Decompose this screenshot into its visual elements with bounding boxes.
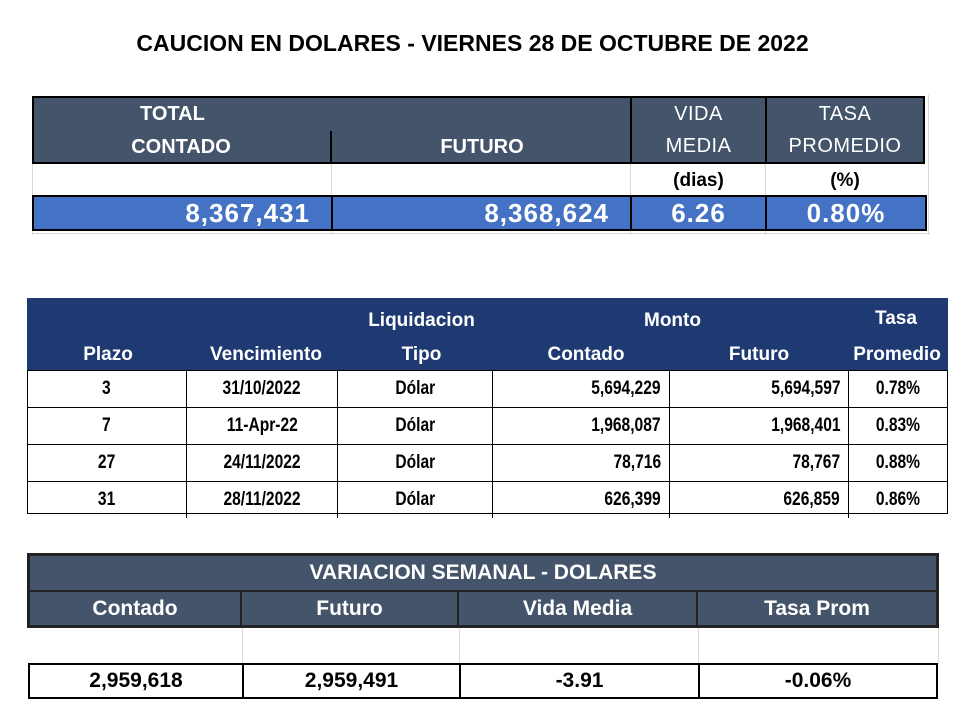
cell-tipo: Dólar <box>338 445 493 481</box>
cell-tipo-text: Dólar <box>395 489 435 510</box>
cell-plazo-text: 7 <box>102 415 112 436</box>
cell-vencimiento-text: 31/10/2022 <box>222 378 301 399</box>
cell-tipo-text: Dólar <box>395 452 435 473</box>
cell-vencimiento: 28/11/2022 <box>187 482 339 518</box>
cell-contado-text: 626,399 <box>604 489 661 510</box>
cell-vencimiento-text: 28/11/2022 <box>223 489 301 510</box>
grid-line <box>459 628 460 664</box>
summary-tasa-header-line1: TASA <box>818 103 872 125</box>
cell-plazo: 27 <box>28 445 187 481</box>
summary-divider <box>331 197 333 229</box>
detail-header-tasa: Tasa <box>875 308 917 329</box>
summary-tasa-header-line2: PROMEDIO <box>788 135 902 157</box>
cell-futuro: 5,694,597 <box>670 371 850 407</box>
table-row: 3 31/10/2022 Dólar 5,694,229 5,694,597 0.78% <box>28 370 947 407</box>
grid-line <box>242 628 243 664</box>
cell-contado: 78,716 <box>493 445 670 481</box>
summary-tasa-unit: (%) <box>830 170 860 191</box>
summary-futuro-header: FUTURO <box>440 135 524 158</box>
cell-plazo-text: 27 <box>98 452 116 473</box>
cell-tasa: 0.88% <box>849 445 947 481</box>
cell-futuro-text: 5,694,597 <box>770 378 841 399</box>
weekly-header-tasa-prom: Tasa Prom <box>764 597 870 620</box>
cell-vencimiento: 11-Apr-22 <box>187 408 339 444</box>
cell-tasa: 0.83% <box>849 408 947 444</box>
summary-tasa-value: 0.80% <box>806 197 886 228</box>
cell-tasa-text: 0.78% <box>875 378 921 399</box>
detail-header-tipo: Tipo <box>401 344 442 365</box>
cell-vencimiento: 24/11/2022 <box>187 445 339 481</box>
cell-vencimiento-text: 11-Apr-22 <box>226 415 298 436</box>
cell-contado-text: 5,694,229 <box>591 378 661 399</box>
cell-tipo-text: Dólar <box>395 378 435 399</box>
page-title: CAUCION EN DOLARES - VIERNES 28 DE OCTUB… <box>136 30 809 56</box>
weekly-header-vida-media: Vida Media <box>459 592 698 626</box>
detail-header-contado: Contado <box>547 344 625 365</box>
cell-vencimiento-text: 24/11/2022 <box>223 452 301 473</box>
detail-header-vencimiento: Vencimiento <box>210 344 322 365</box>
cell-tasa-text: 0.88% <box>875 452 921 473</box>
cell-tipo: Dólar <box>338 482 493 518</box>
table-row: 31 28/11/2022 Dólar 626,399 626,859 0.86% <box>28 481 947 518</box>
cell-contado-text: 78,716 <box>613 452 661 473</box>
table-row: 7 11-Apr-22 Dólar 1,968,087 1,968,401 0.83% <box>28 407 947 444</box>
weekly-header-futuro: Futuro <box>242 592 459 626</box>
summary-contado-header: CONTADO <box>32 131 332 163</box>
grid-line <box>32 233 930 234</box>
cell-futuro-text: 1,968,401 <box>770 415 841 436</box>
cell-tasa: 0.78% <box>849 371 947 407</box>
cell-tasa: 0.86% <box>849 482 947 518</box>
cell-futuro-text: 78,767 <box>792 452 841 473</box>
cell-contado: 5,694,229 <box>493 371 670 407</box>
cell-plazo-text: 31 <box>98 489 116 510</box>
detail-header-monto: Monto <box>644 310 701 331</box>
summary-vida-header-line1: VIDA <box>674 103 723 125</box>
summary-divider <box>765 197 767 229</box>
detail-header-promedio: Promedio <box>853 344 941 365</box>
summary-vida-unit: (dias) <box>673 170 724 191</box>
cell-contado: 626,399 <box>493 482 670 518</box>
cell-plazo: 31 <box>28 482 187 518</box>
cell-tipo: Dólar <box>338 371 493 407</box>
cell-futuro: 78,767 <box>670 445 850 481</box>
detail-body: 3 31/10/2022 Dólar 5,694,229 5,694,597 0.78% 7… <box>27 370 948 518</box>
cell-contado: 1,968,087 <box>493 408 670 444</box>
cell-plazo: 3 <box>28 371 187 407</box>
cell-contado-text: 1,968,087 <box>591 415 661 436</box>
summary-vida-header: VIDA MEDIA <box>630 96 767 164</box>
weekly-value-vida-media: -3.91 <box>459 663 700 699</box>
grid-line <box>928 95 929 235</box>
detail-header-futuro: Futuro <box>728 344 790 365</box>
cell-tipo: Dólar <box>338 408 493 444</box>
cell-plazo-text: 3 <box>102 378 112 399</box>
detail-header-plazo: Plazo <box>83 344 133 365</box>
cell-vencimiento: 31/10/2022 <box>187 371 339 407</box>
summary-total-label: TOTAL <box>140 102 205 125</box>
summary-total-header <box>32 96 632 164</box>
cell-plazo: 7 <box>28 408 187 444</box>
grid-line <box>938 628 939 664</box>
table-row: 27 24/11/2022 Dólar 78,716 78,767 0.88% <box>28 444 947 481</box>
cell-futuro: 1,968,401 <box>670 408 850 444</box>
weekly-value-tasa-prom: -0.06% <box>698 663 938 699</box>
weekly-value-contado: 2,959,618 <box>28 663 244 699</box>
summary-futuro-value: 8,368,624 <box>484 197 609 228</box>
summary-vida-header-line2: MEDIA <box>665 135 732 157</box>
cell-futuro-text: 626,859 <box>783 489 841 510</box>
cell-tasa-text: 0.86% <box>875 489 921 510</box>
summary-vida-value: 6.26 <box>671 197 726 228</box>
summary-contado-value: 8,367,431 <box>185 197 310 228</box>
detail-header <box>27 298 948 370</box>
grid-line <box>698 628 699 664</box>
summary-divider <box>630 197 632 229</box>
weekly-title: VARIACION SEMANAL - DOLARES <box>30 556 936 592</box>
cell-futuro: 626,859 <box>670 482 850 518</box>
weekly-value-futuro: 2,959,491 <box>242 663 461 699</box>
weekly-header-contado: Contado <box>30 592 242 626</box>
cell-tipo-text: Dólar <box>395 415 435 436</box>
summary-values-row <box>32 195 927 231</box>
cell-tasa-text: 0.83% <box>875 415 921 436</box>
summary-tasa-header: TASA PROMEDIO <box>765 96 925 164</box>
detail-header-liquidacion: Liquidacion <box>368 310 475 331</box>
